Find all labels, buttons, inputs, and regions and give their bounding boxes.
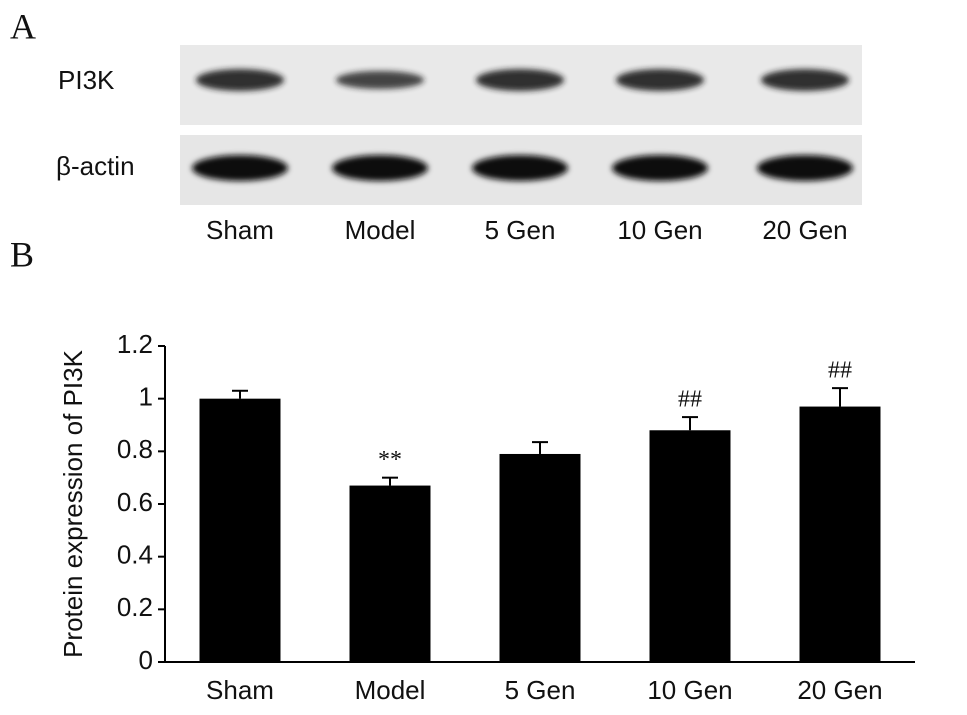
x-tick-label: Sham (206, 675, 274, 705)
band (196, 69, 284, 91)
lane-label: Model (345, 215, 416, 245)
y-tick-label: 0 (139, 645, 153, 675)
significance-mark: ## (828, 358, 852, 384)
band (192, 155, 288, 181)
lane-label: 10 Gen (617, 215, 702, 245)
panel-label: A (10, 6, 36, 46)
y-tick-label: 0.4 (117, 540, 153, 570)
bar (499, 453, 581, 662)
y-tick-label: 0.6 (117, 487, 153, 517)
lane-label: 5 Gen (485, 215, 556, 245)
row-label: β-actin (56, 151, 135, 181)
band (472, 155, 568, 181)
lane-label: Sham (206, 215, 274, 245)
band (476, 69, 564, 91)
significance-mark: ** (378, 447, 402, 473)
y-tick-label: 0.2 (117, 592, 153, 622)
panel-label: B (10, 234, 34, 274)
y-tick-label: 1.2 (117, 329, 153, 359)
x-tick-label: Model (355, 675, 426, 705)
y-tick-label: 0.8 (117, 434, 153, 464)
bar (199, 398, 281, 662)
row-label: PI3K (58, 65, 115, 95)
band (616, 69, 704, 91)
bar (649, 430, 731, 662)
band (761, 69, 849, 91)
band (757, 155, 853, 181)
x-tick-label: 5 Gen (505, 675, 576, 705)
lane-label: 20 Gen (762, 215, 847, 245)
x-tick-label: 10 Gen (647, 675, 732, 705)
y-tick-label: 1 (139, 382, 153, 412)
band (332, 155, 428, 181)
bar (349, 485, 431, 662)
bar (799, 406, 881, 662)
band (612, 155, 708, 181)
y-axis-label: Protein expression of PI3K (58, 349, 88, 657)
band (336, 71, 424, 89)
significance-mark: ## (678, 387, 702, 413)
x-tick-label: 20 Gen (797, 675, 882, 705)
